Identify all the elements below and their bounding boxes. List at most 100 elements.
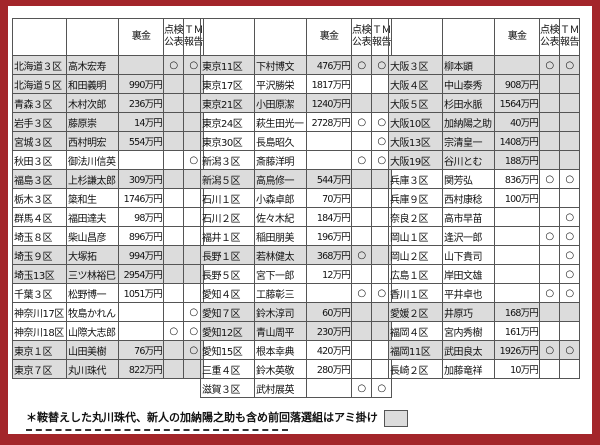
name-cell: 若林健太 — [254, 245, 307, 265]
circle-mark-icon: ○ — [545, 230, 554, 242]
name-cell: 福田達夫 — [66, 207, 119, 227]
tm-cell — [559, 188, 580, 208]
table-row: 東京17区 平沢勝栄 1817万円 — [200, 74, 392, 94]
money-cell: 70万円 — [306, 188, 352, 208]
table-row: 青森３区 木村次郎 236万円 — [12, 93, 204, 113]
inspect-cell — [351, 131, 372, 151]
inspect-cell — [539, 207, 560, 227]
money-cell: 476万円 — [306, 55, 352, 75]
table-row: 大阪５区 杉田水脈 1564万円 — [388, 93, 580, 113]
table-row: 長野１区 若林健太 368万円 ○ — [200, 245, 392, 265]
table-row: 愛知12区 青山周平 230万円 — [200, 321, 392, 341]
table-row: 秋田３区 御法川信英 ○ — [12, 150, 204, 170]
district-cell: 大阪13区 — [388, 131, 443, 151]
inspect-cell — [163, 131, 184, 151]
name-cell: 木村次郎 — [66, 93, 119, 113]
header-row: 裏金 点検公表 ＴＭ報告 — [388, 18, 580, 56]
header-name — [442, 18, 495, 56]
name-cell: 加藤竜祥 — [442, 359, 495, 379]
inspect-cell: ○ — [351, 150, 372, 170]
money-cell: 836万円 — [494, 169, 540, 189]
money-cell: 98万円 — [118, 207, 164, 227]
table-row: 神奈川18区 山際大志郎 ○ ○ — [12, 321, 204, 341]
table-row: 埼玉13区 三ツ林裕巳 2954万円 — [12, 264, 204, 284]
inspect-cell — [163, 93, 184, 113]
district-cell: 千葉３区 — [12, 283, 67, 303]
inspect-cell: ○ — [539, 340, 560, 360]
district-cell: 埼玉８区 — [12, 226, 67, 246]
name-cell: 武村展英 — [254, 378, 307, 398]
district-cell: 愛知12区 — [200, 321, 255, 341]
header-inspect: 点検公表 — [351, 18, 372, 56]
inspect-cell — [163, 169, 184, 189]
tm-cell — [559, 131, 580, 151]
money-cell: 554万円 — [118, 131, 164, 151]
name-cell: 高市早苗 — [442, 207, 495, 227]
district-cell: 新潟３区 — [200, 150, 255, 170]
tm-cell: ○ — [559, 55, 580, 75]
name-cell: 山際大志郎 — [66, 321, 119, 341]
district-cell: 愛知４区 — [200, 283, 255, 303]
inspect-cell — [351, 169, 372, 189]
district-cell: 石川１区 — [200, 188, 255, 208]
table-row: 愛知７区 鈴木淳司 60万円 — [200, 302, 392, 322]
table-row: 愛知15区 根本幸典 420万円 — [200, 340, 392, 360]
district-cell: 東京30区 — [200, 131, 255, 151]
circle-mark-icon: ○ — [189, 344, 198, 356]
tm-cell: ○ — [183, 55, 204, 75]
inspect-cell — [163, 359, 184, 379]
money-cell: 12万円 — [306, 264, 352, 284]
money-cell: 196万円 — [306, 226, 352, 246]
district-cell: 福井１区 — [200, 226, 255, 246]
inspect-cell — [163, 112, 184, 132]
table-row: 大阪13区 宗清皇一 1408万円 — [388, 131, 580, 151]
district-cell: 岩手３区 — [12, 112, 67, 132]
district-cell: 北海道３区 — [12, 55, 67, 75]
district-cell: 北海道５区 — [12, 74, 67, 94]
name-cell: 谷川とむ — [442, 150, 495, 170]
header-money: 裏金 — [118, 18, 164, 56]
circle-mark-icon: ○ — [377, 154, 386, 166]
money-cell: 40万円 — [494, 112, 540, 132]
table-row: 愛知４区 工藤彰三 ○ ○ — [200, 283, 392, 303]
name-cell: 山下貴司 — [442, 245, 495, 265]
tm-cell: ○ — [559, 264, 580, 284]
name-cell: 牧島かれん — [66, 302, 119, 322]
inspect-cell — [163, 264, 184, 284]
table-row: 広島１区 岸田文雄 ○ — [388, 264, 580, 284]
district-cell: 大阪10区 — [388, 112, 443, 132]
money-cell: 168万円 — [494, 302, 540, 322]
table-row: 愛媛２区 井原巧 168万円 — [388, 302, 580, 322]
money-cell: 236万円 — [118, 93, 164, 113]
district-cell: 愛知15区 — [200, 340, 255, 360]
inspect-cell — [351, 93, 372, 113]
table-row: 滋賀３区 武村展英 ○ ○ — [200, 378, 392, 398]
name-cell: 平沢勝栄 — [254, 74, 307, 94]
table-row: 宮城３区 西村明宏 554万円 — [12, 131, 204, 151]
header-row: 裏金 点検公表 ＴＭ報告 — [200, 18, 392, 56]
inspect-cell — [163, 302, 184, 322]
inspect-cell — [163, 74, 184, 94]
circle-mark-icon: ○ — [357, 287, 366, 299]
inspect-cell — [351, 207, 372, 227]
inspect-cell — [539, 321, 560, 341]
header-district — [388, 18, 443, 56]
tm-cell — [559, 93, 580, 113]
circle-mark-icon: ○ — [565, 230, 574, 242]
name-cell: 柴山昌彦 — [66, 226, 119, 246]
table-row: 埼玉８区 柴山昌彦 896万円 — [12, 226, 204, 246]
district-cell: 東京11区 — [200, 55, 255, 75]
name-cell: 御法川信英 — [66, 150, 119, 170]
header-money: 裏金 — [494, 18, 540, 56]
money-cell: 420万円 — [306, 340, 352, 360]
inspect-cell — [539, 112, 560, 132]
table-row: 奈良２区 高市早苗 ○ — [388, 207, 580, 227]
table-row: 群馬４区 福田達夫 98万円 — [12, 207, 204, 227]
table-row: 福岡４区 宮内秀樹 161万円 — [388, 321, 580, 341]
tm-cell: ○ — [559, 340, 580, 360]
name-cell: 松野博一 — [66, 283, 119, 303]
inspect-cell — [351, 264, 372, 284]
money-cell — [306, 283, 352, 303]
inspect-cell: ○ — [163, 321, 184, 341]
header-name — [66, 18, 119, 56]
